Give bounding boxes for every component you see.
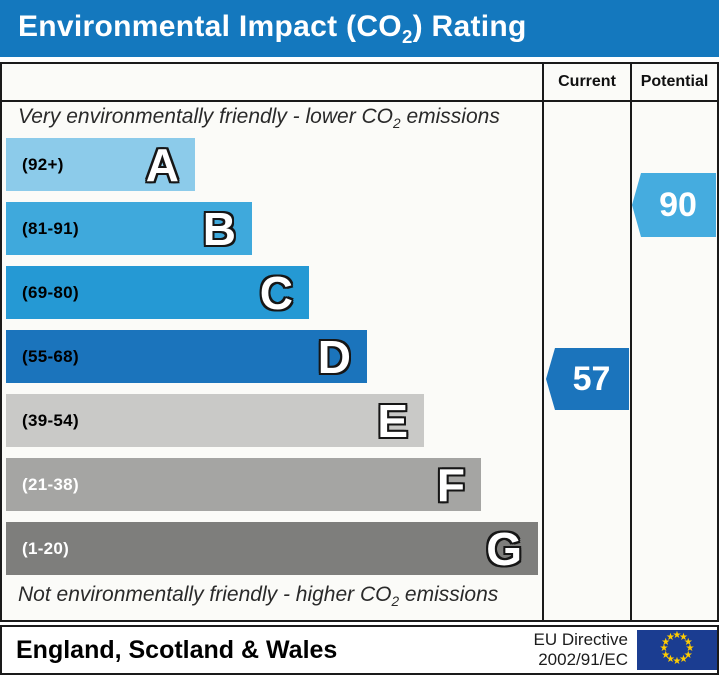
eu-flag-star-icon: ★ xyxy=(666,631,675,643)
current-rating-arrow: 57 xyxy=(546,348,629,410)
eu-flag-icon: ★ ★ ★ ★ ★ ★ ★ ★ ★ ★ ★ ★ xyxy=(637,630,717,670)
chart-area: Current Potential Very environmentally f… xyxy=(0,62,719,622)
band-letter: F xyxy=(436,458,465,511)
caption-top-pre: Very environmentally friendly - lower CO xyxy=(18,105,394,128)
footer: England, Scotland & Wales EU Directive 2… xyxy=(0,625,719,675)
eu-directive-line2: 2002/91/EC xyxy=(538,650,628,670)
band-range-label: (69-80) xyxy=(22,282,79,302)
eu-flag-star-icon: ★ xyxy=(672,630,682,641)
caption-bottom-pre: Not environmentally friendly - higher CO xyxy=(18,583,392,606)
band-letter: E xyxy=(377,394,408,447)
caption-top-subscript: 2 xyxy=(393,116,401,132)
band-range-label: (81-91) xyxy=(22,218,79,238)
column-header-current: Current xyxy=(558,73,616,90)
eu-flag-star-icon: ★ xyxy=(679,654,688,666)
band-letter: G xyxy=(486,522,522,575)
region-label: England, Scotland & Wales xyxy=(16,635,338,664)
page-title-subscript: 2 xyxy=(401,25,413,47)
column-divider-potential xyxy=(630,64,632,620)
band-letter: C xyxy=(259,266,293,319)
potential-rating-value: 90 xyxy=(659,185,697,224)
eu-flag-star-icon: ★ xyxy=(685,643,695,654)
caption-top-post: emissions xyxy=(400,105,500,128)
band-a: (92+) A xyxy=(6,138,195,191)
band-range-label: (39-54) xyxy=(22,410,79,430)
eu-flag-star-icon: ★ xyxy=(659,643,669,654)
caption-bottom-subscript: 2 xyxy=(391,594,400,610)
band-g: (1-20) G xyxy=(6,522,538,575)
eu-flag-star-icon: ★ xyxy=(672,656,682,667)
page-title-post: ) Rating xyxy=(412,9,527,43)
band-f: (21-38) F xyxy=(6,458,481,511)
eu-flag-star-icon: ★ xyxy=(683,649,693,661)
header-divider-line xyxy=(2,100,717,102)
eu-flag-star-icon: ★ xyxy=(661,636,671,648)
band-e: (39-54) E xyxy=(6,394,424,447)
band-letter: D xyxy=(317,330,351,383)
band-letter: A xyxy=(145,138,179,191)
caption-bottom-post: emissions xyxy=(399,583,499,606)
title-bar: Environmental Impact (CO2) Rating xyxy=(0,0,719,57)
caption-top: Very environmentally friendly - lower CO… xyxy=(18,105,500,131)
eu-directive-label: EU Directive 2002/91/EC xyxy=(534,630,628,671)
eu-flag-star-icon: ★ xyxy=(683,636,693,648)
eu-directive-line1: EU Directive xyxy=(533,630,628,649)
band-letter: B xyxy=(202,202,236,255)
band-range-label: (21-38) xyxy=(22,474,79,494)
page-title: Environmental Impact (CO2) Rating xyxy=(18,10,527,48)
column-header-potential: Potential xyxy=(640,73,709,90)
band-d: (55-68) D xyxy=(6,330,367,383)
eu-flag-star-icon: ★ xyxy=(679,631,688,643)
potential-rating-arrow: 90 xyxy=(632,173,716,237)
band-range-label: (55-68) xyxy=(22,346,79,366)
band-b: (81-91) B xyxy=(6,202,252,255)
column-divider-current xyxy=(542,64,544,620)
band-range-label: (92+) xyxy=(22,154,64,174)
current-rating-value: 57 xyxy=(572,359,611,398)
caption-bottom: Not environmentally friendly - higher CO… xyxy=(18,583,498,609)
page-title-pre: Environmental Impact (CO xyxy=(18,9,402,43)
band-c: (69-80) C xyxy=(6,266,309,319)
eu-flag-star-icon: ★ xyxy=(666,654,675,666)
eu-flag-star-icon: ★ xyxy=(661,649,671,661)
band-range-label: (1-20) xyxy=(22,538,70,558)
